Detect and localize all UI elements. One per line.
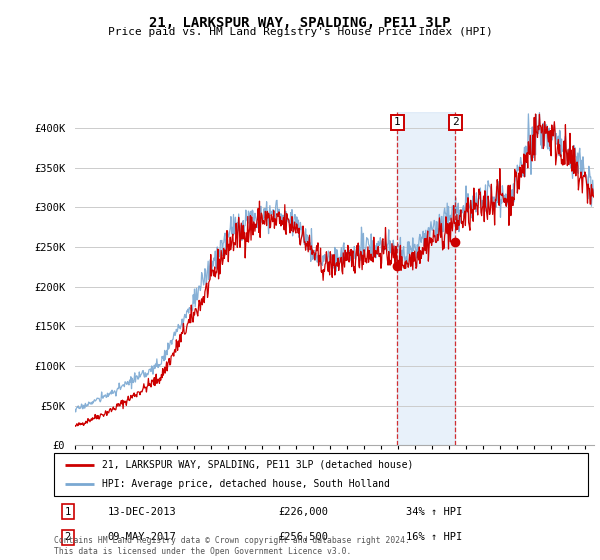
Text: £256,500: £256,500: [278, 533, 328, 542]
Text: 09-MAY-2017: 09-MAY-2017: [107, 533, 176, 542]
Text: 16% ↑ HPI: 16% ↑ HPI: [406, 533, 463, 542]
Text: Contains HM Land Registry data © Crown copyright and database right 2024.
This d: Contains HM Land Registry data © Crown c…: [54, 536, 410, 556]
Text: 13-DEC-2013: 13-DEC-2013: [107, 507, 176, 517]
Text: £226,000: £226,000: [278, 507, 328, 517]
Text: 1: 1: [65, 507, 71, 517]
Text: HPI: Average price, detached house, South Holland: HPI: Average price, detached house, Sout…: [102, 479, 390, 489]
FancyBboxPatch shape: [54, 453, 588, 496]
Text: 2: 2: [65, 533, 71, 542]
Text: 1: 1: [394, 117, 401, 127]
Bar: [397, 112, 455, 445]
Text: 21, LARKSPUR WAY, SPALDING, PE11 3LP (detached house): 21, LARKSPUR WAY, SPALDING, PE11 3LP (de…: [102, 460, 413, 469]
Text: 2: 2: [452, 117, 459, 127]
Text: 34% ↑ HPI: 34% ↑ HPI: [406, 507, 463, 517]
Text: Price paid vs. HM Land Registry's House Price Index (HPI): Price paid vs. HM Land Registry's House …: [107, 27, 493, 37]
Text: 21, LARKSPUR WAY, SPALDING, PE11 3LP: 21, LARKSPUR WAY, SPALDING, PE11 3LP: [149, 16, 451, 30]
